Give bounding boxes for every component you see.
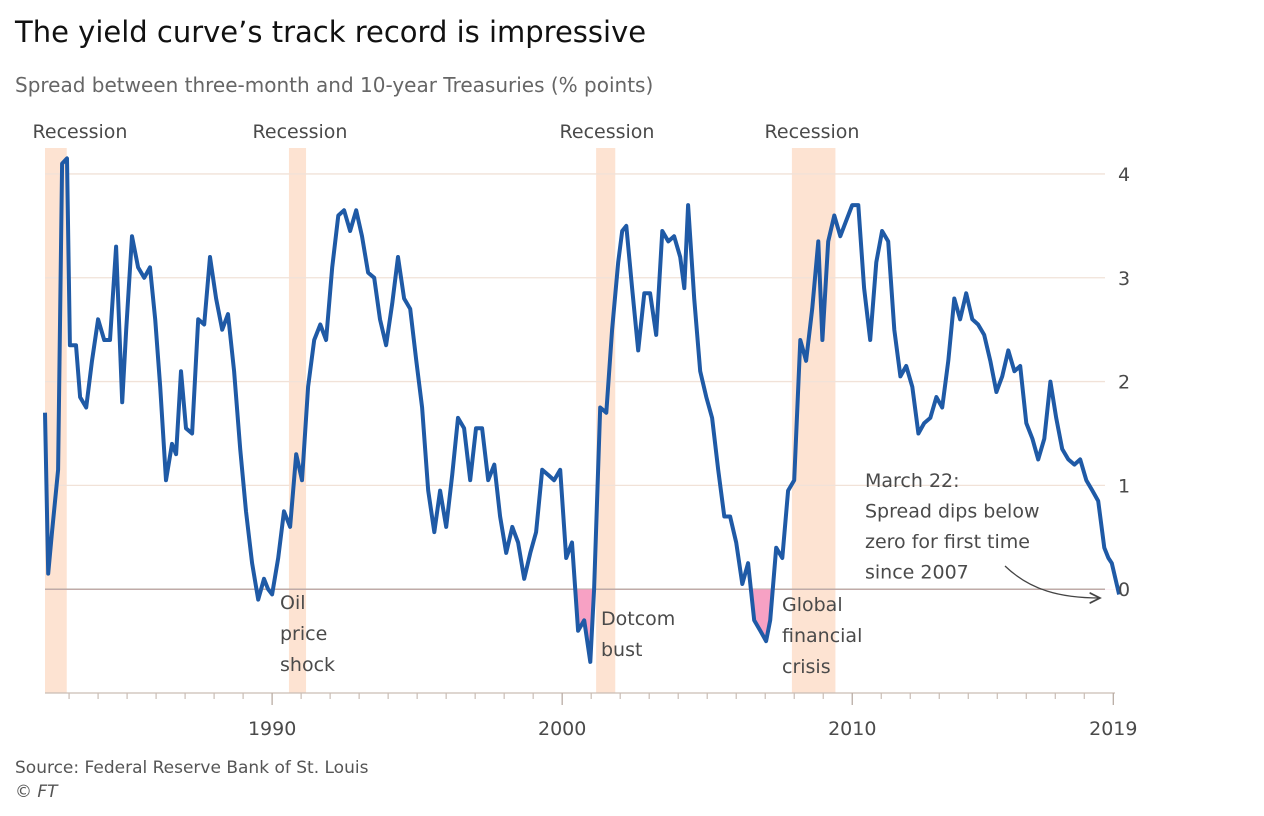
recession-label: Recession: [765, 121, 860, 143]
annotation-text: Dotcom: [601, 608, 675, 630]
recession-band: [596, 148, 616, 693]
annotation-text: Global: [782, 594, 843, 616]
annotation-text: crisis: [782, 656, 831, 678]
spread-line: [43, 156, 1122, 664]
x-tick-label: 2019: [1089, 718, 1137, 740]
annotation-arrow: [1004, 565, 1100, 598]
x-tick-label: 2010: [828, 718, 876, 740]
chart-title: The yield curve’s track record is impres…: [14, 15, 646, 49]
source: Source: Federal Reserve Bank of St. Loui…: [15, 758, 369, 778]
annotation-text: zero for first time: [865, 531, 1030, 553]
annotation-text: bust: [601, 639, 642, 661]
annotation-text: since 2007: [865, 562, 969, 584]
x-tick-label: 1990: [248, 718, 296, 740]
annotation-text: Oil: [280, 592, 306, 614]
y-tick-label: 2: [1118, 372, 1130, 394]
annotation-text: financial: [782, 625, 862, 647]
recession-label: Recession: [560, 121, 655, 143]
annotation-text: price: [280, 623, 327, 645]
recession-band: [288, 148, 307, 693]
credit: © FT: [15, 782, 59, 802]
y-tick-label: 1: [1118, 475, 1130, 497]
recession-label: Recession: [33, 121, 128, 143]
labels: Recession Recession Recession Recession 0 1 2 3…: [33, 121, 1138, 740]
x-tick-label: 2000: [538, 718, 586, 740]
chart-subtitle: Spread between three-month and 10-year T…: [15, 73, 653, 97]
annotation-text: Spread dips below: [865, 501, 1039, 523]
y-tick-label: 0: [1118, 579, 1130, 601]
recession-label: Recession: [253, 121, 348, 143]
negative-area: [256, 589, 1120, 662]
marks: [43, 156, 1122, 664]
y-tick-label: 4: [1118, 164, 1130, 186]
y-tick-label: 3: [1118, 268, 1130, 290]
annotation-text: shock: [280, 654, 335, 676]
annotation-text: March 22:: [865, 470, 960, 492]
